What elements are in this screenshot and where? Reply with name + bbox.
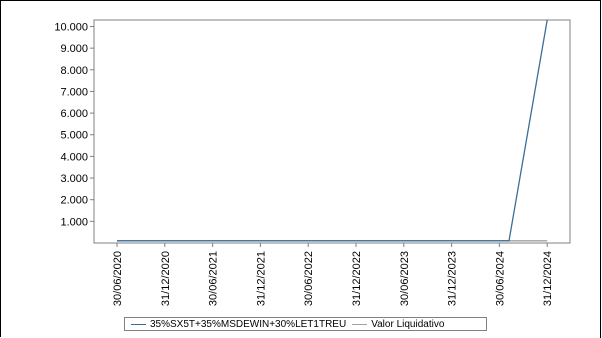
y-tick-label: 3.000 [60,173,88,185]
y-tick-label: 5.000 [60,130,88,142]
x-tick-label: 30/06/2024 [494,251,506,306]
x-tick-label: 31/12/2022 [351,251,363,306]
y-tick-label: 4.000 [60,151,88,163]
y-tick-label: 7.000 [60,86,88,98]
series-line-1 [117,19,548,242]
legend-item-series-1: 35%SX5T+35%MSDEWIN+30%LET1TREU [131,319,346,330]
x-tick-label: 30/06/2021 [208,251,220,306]
y-axis: 1.000 2.000 3.000 4.000 5.000 6.000 7.000 8.000… [54,21,94,228]
legend-line-swatch [131,323,146,325]
y-tick-label: 9.000 [60,43,88,55]
legend: 35%SX5T+35%MSDEWIN+30%LET1TREU Valor Liq… [124,317,487,331]
x-tick-label: 30/06/2022 [303,251,315,306]
y-tick-label: 8.000 [60,65,88,77]
x-axis: 30/06/2020 31/12/2020 30/06/2021 31/12/2021… [112,243,554,306]
x-tick-label: 31/12/2023 [447,251,459,306]
x-tick-label: 31/12/2021 [255,251,267,306]
plot-area [93,19,571,244]
x-tick-label: 30/06/2020 [112,251,124,306]
x-tick-label: 31/12/2024 [542,251,554,306]
chart-frame-right-edge [600,0,601,338]
legend-label: 35%SX5T+35%MSDEWIN+30%LET1TREU [150,318,347,330]
legend-label: Valor Liquidativo [371,318,445,330]
y-tick-label: 2.000 [60,195,88,207]
y-tick-label: 1.000 [60,216,88,228]
y-tick-label: 6.000 [60,108,88,120]
plot-border [93,19,571,244]
legend-item-series-2: Valor Liquidativo [352,319,444,330]
y-tick-label: 10.000 [54,21,88,33]
series-layer [117,19,548,242]
x-tick-label: 31/12/2020 [160,251,172,306]
legend-line-swatch [352,323,368,325]
x-tick-label: 30/06/2023 [399,251,411,306]
